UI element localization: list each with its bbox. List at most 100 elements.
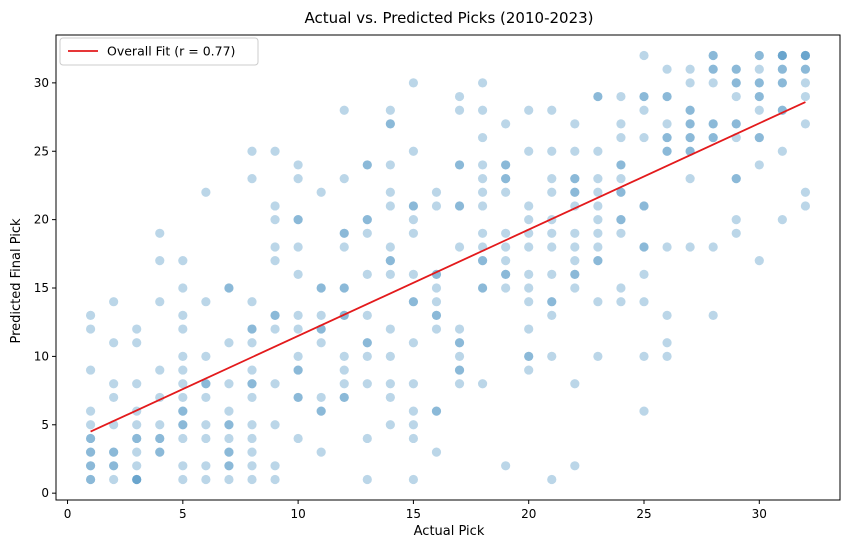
data-point bbox=[754, 78, 764, 88]
data-point bbox=[685, 119, 695, 129]
data-point bbox=[109, 447, 119, 457]
legend-box bbox=[59, 37, 259, 66]
data-point bbox=[293, 215, 303, 225]
data-point bbox=[408, 297, 419, 307]
data-point bbox=[570, 461, 580, 471]
data-point bbox=[201, 474, 211, 485]
data-point bbox=[85, 406, 96, 416]
data-point bbox=[270, 201, 280, 211]
data-point bbox=[132, 433, 142, 444]
data-point bbox=[155, 447, 165, 457]
data-point bbox=[547, 351, 557, 361]
y-tick-label: 30 bbox=[34, 76, 49, 90]
data-point bbox=[685, 242, 695, 252]
data-point bbox=[593, 91, 603, 102]
data-point bbox=[662, 119, 672, 129]
data-point bbox=[316, 406, 326, 416]
data-point bbox=[754, 91, 764, 102]
data-point bbox=[708, 50, 718, 61]
data-point bbox=[109, 338, 119, 348]
data-point bbox=[247, 433, 257, 444]
data-point bbox=[731, 78, 741, 88]
data-point bbox=[547, 297, 557, 307]
data-point bbox=[431, 297, 442, 307]
data-point bbox=[639, 351, 649, 361]
data-point bbox=[454, 201, 465, 211]
data-point bbox=[385, 119, 395, 129]
data-point bbox=[270, 310, 280, 320]
data-point bbox=[316, 447, 326, 457]
data-point bbox=[155, 297, 165, 307]
data-point bbox=[178, 379, 188, 389]
data-point bbox=[201, 379, 211, 389]
data-point bbox=[270, 310, 280, 320]
data-point bbox=[777, 64, 787, 74]
data-point bbox=[362, 215, 372, 225]
data-point bbox=[155, 256, 165, 266]
data-point bbox=[385, 324, 395, 334]
data-point bbox=[547, 474, 557, 485]
data-point bbox=[293, 174, 303, 184]
data-point bbox=[362, 160, 372, 170]
data-point bbox=[247, 365, 257, 375]
data-point bbox=[132, 474, 142, 485]
data-point bbox=[501, 283, 511, 293]
y-tick-label: 0 bbox=[41, 486, 49, 500]
data-point bbox=[431, 406, 442, 416]
x-axis-ticks: 0 5 10 15 20 25 30 bbox=[64, 500, 767, 521]
data-point bbox=[247, 379, 257, 389]
x-tick-label: 10 bbox=[290, 507, 305, 521]
data-point bbox=[639, 242, 649, 252]
data-point bbox=[109, 474, 119, 485]
data-point bbox=[224, 474, 234, 485]
data-point bbox=[547, 105, 557, 115]
data-point bbox=[155, 447, 165, 457]
data-point bbox=[247, 447, 257, 457]
data-point bbox=[777, 78, 787, 88]
data-point bbox=[408, 474, 419, 485]
data-point bbox=[639, 201, 649, 211]
data-point bbox=[570, 269, 580, 279]
data-point bbox=[593, 256, 603, 266]
data-point bbox=[616, 187, 626, 197]
data-point bbox=[616, 174, 626, 184]
data-point bbox=[454, 351, 465, 361]
data-point bbox=[639, 297, 649, 307]
fit-line-layer bbox=[90, 101, 806, 433]
data-point bbox=[754, 132, 764, 143]
data-point bbox=[247, 324, 257, 334]
data-point bbox=[547, 310, 557, 320]
data-point bbox=[362, 338, 372, 348]
data-point bbox=[616, 132, 626, 143]
data-point bbox=[777, 50, 787, 61]
data-point bbox=[85, 420, 96, 430]
data-point bbox=[201, 461, 211, 471]
data-point bbox=[501, 174, 511, 184]
data-point bbox=[454, 105, 465, 115]
data-point bbox=[270, 379, 280, 389]
fit-line bbox=[90, 101, 806, 433]
data-point bbox=[501, 160, 511, 170]
data-point bbox=[501, 119, 511, 129]
data-point bbox=[731, 119, 741, 129]
data-point bbox=[501, 242, 511, 252]
data-point bbox=[616, 160, 626, 170]
data-point bbox=[685, 78, 695, 88]
data-point bbox=[662, 351, 672, 361]
data-point bbox=[247, 474, 257, 485]
data-point bbox=[731, 228, 741, 238]
data-point bbox=[247, 146, 257, 156]
data-point bbox=[708, 132, 718, 143]
data-point bbox=[501, 461, 511, 471]
data-point bbox=[362, 338, 372, 348]
data-point bbox=[477, 160, 488, 170]
data-point bbox=[132, 474, 142, 485]
data-point bbox=[247, 174, 257, 184]
data-point bbox=[547, 174, 557, 184]
data-point bbox=[201, 187, 211, 197]
x-tick-label: 5 bbox=[179, 507, 187, 521]
data-point bbox=[362, 351, 372, 361]
data-point bbox=[385, 351, 395, 361]
data-point bbox=[293, 310, 303, 320]
data-point bbox=[570, 379, 580, 389]
